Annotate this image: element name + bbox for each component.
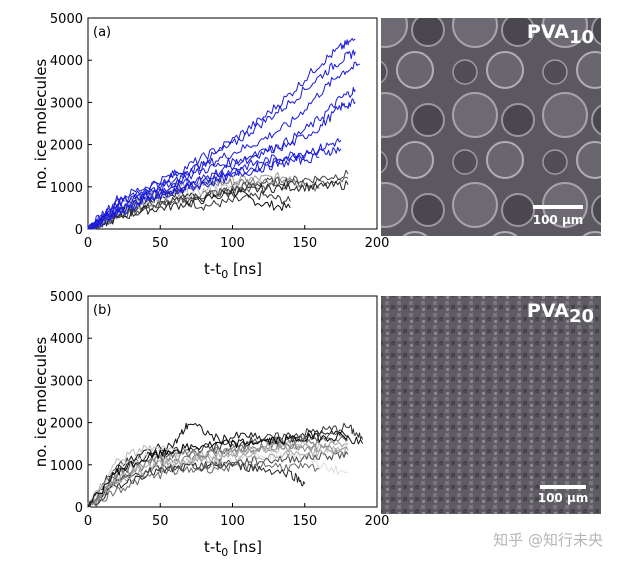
series-line-a <box>87 38 356 230</box>
series-line-b <box>87 422 364 508</box>
y-tick-label-b: 2000 <box>50 417 83 432</box>
x-tick-label-b: 0 <box>84 514 92 529</box>
series-line-a <box>88 190 291 230</box>
y-tick-label-a: 2000 <box>50 139 83 154</box>
x-tick-label-b: 150 <box>292 514 317 529</box>
series-line-b <box>87 440 349 508</box>
y-axis-label-a: no. ice molecules <box>32 59 50 190</box>
watermark: 知乎 @知行未央 <box>493 531 603 549</box>
y-tick-label-b: 4000 <box>50 332 83 347</box>
micrograph-pva10 <box>381 18 601 236</box>
scale-bar-label-a: 100 µm <box>533 213 584 227</box>
series-line-a <box>87 169 349 229</box>
series-line-a <box>88 49 356 230</box>
y-tick-label-b: 3000 <box>50 374 83 389</box>
y-tick-label-a: 5000 <box>50 12 83 27</box>
x-axis-label-b: t-t0 [ns] <box>204 538 262 559</box>
x-tick-label-a: 150 <box>292 236 317 251</box>
y-tick-label-b: 0 <box>75 501 83 516</box>
series-line-a <box>87 153 320 230</box>
x-tick-label-b: 50 <box>152 514 169 529</box>
x-tick-label-a: 0 <box>84 236 92 251</box>
image-label-pva10: PVA10 <box>527 21 594 48</box>
series-group-b <box>87 422 364 508</box>
x-axis-label-a: t-t0 [ns] <box>204 260 262 281</box>
series-line-b <box>87 441 349 507</box>
scale-bar-label-b: 100 µm <box>538 491 589 505</box>
image-label-pva20: PVA20 <box>527 300 594 327</box>
series-line-b <box>87 445 349 505</box>
series-line-a <box>87 146 342 229</box>
series-line-a <box>87 138 342 229</box>
x-tick-label-a: 100 <box>220 236 245 251</box>
panel-label-a: (a) <box>93 25 111 40</box>
series-line-b <box>87 461 320 508</box>
series-line-b <box>87 431 349 508</box>
x-tick-label-b: 200 <box>365 514 390 529</box>
y-tick-label-a: 4000 <box>50 54 83 69</box>
y-tick-label-a: 1000 <box>50 181 83 196</box>
series-line-a <box>87 172 291 229</box>
y-tick-label-b: 5000 <box>50 290 83 305</box>
x-tick-label-a: 50 <box>152 236 169 251</box>
scale-bar-b <box>540 485 586 489</box>
y-tick-label-a: 0 <box>75 223 83 238</box>
scale-bar-a <box>533 205 583 209</box>
micrograph-pva20 <box>381 296 601 514</box>
panel-label-b: (b) <box>93 303 111 318</box>
series-line-a <box>88 180 349 230</box>
series-group-a <box>87 38 360 230</box>
series-line-a <box>87 61 360 230</box>
y-tick-label-b: 1000 <box>50 459 83 474</box>
y-tick-label-a: 3000 <box>50 96 83 111</box>
x-tick-label-a: 200 <box>365 236 390 251</box>
x-tick-label-b: 100 <box>220 514 245 529</box>
y-axis-label-b: no. ice molecules <box>32 337 50 468</box>
